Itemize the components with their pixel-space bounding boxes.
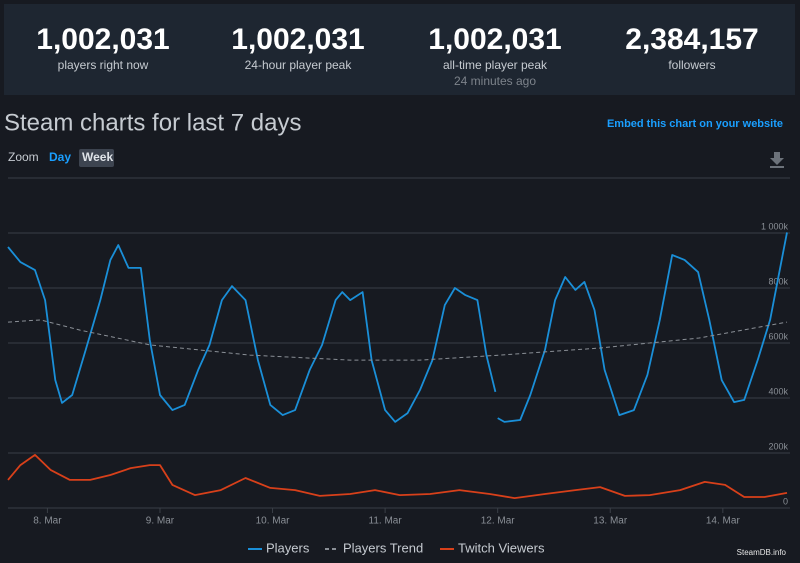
x-tick-label: 12. Mar [481, 516, 516, 527]
x-tick-label: 9. Mar [146, 516, 175, 527]
legend-label: Players Trend [343, 540, 423, 555]
legend-label: Players [266, 540, 310, 555]
y-tick-label: 400k [768, 386, 788, 396]
zoom-week[interactable]: Week [82, 150, 113, 164]
y-tick-label: 600k [768, 331, 788, 341]
download-icon[interactable] [770, 152, 784, 168]
legend-label: Twitch Viewers [458, 540, 545, 555]
stat-label: all-time player peak [443, 58, 548, 72]
stat-value: 1,002,031 [428, 23, 561, 56]
embed-link[interactable]: Embed this chart on your website [607, 118, 783, 130]
zoom-day[interactable]: Day [49, 150, 71, 164]
x-tick-label: 10. Mar [256, 516, 291, 527]
y-tick-label: 1 000k [761, 221, 789, 231]
icon-part[interactable] [770, 166, 784, 168]
y-tick-label: 200k [768, 441, 788, 451]
chart-title: Steam charts for last 7 days [4, 109, 301, 136]
series-line [7, 319, 788, 361]
y-tick-label: 0 [783, 496, 788, 506]
stat-label: followers [668, 58, 715, 72]
icon-part[interactable] [774, 152, 780, 158]
stat-note: 24 minutes ago [454, 74, 536, 88]
x-tick-label: 8. Mar [33, 516, 62, 527]
credit: SteamDB.info [737, 548, 787, 557]
series-line [7, 232, 788, 423]
stat-label: players right now [58, 58, 149, 72]
x-tick-label: 14. Mar [706, 516, 741, 527]
stat-value: 1,002,031 [231, 23, 364, 56]
stat-label: 24-hour player peak [245, 58, 353, 72]
stat-value: 1,002,031 [36, 23, 169, 56]
icon-part[interactable] [770, 158, 784, 165]
zoom-label: Zoom [8, 150, 39, 164]
series-line [7, 454, 788, 499]
zoom-week-bg[interactable] [79, 149, 114, 167]
x-tick-label: 13. Mar [593, 516, 628, 527]
x-tick-label: 11. Mar [369, 516, 403, 527]
y-tick-label: 800k [768, 276, 788, 286]
stat-value: 2,384,157 [625, 23, 758, 56]
stats-panel [4, 4, 795, 95]
